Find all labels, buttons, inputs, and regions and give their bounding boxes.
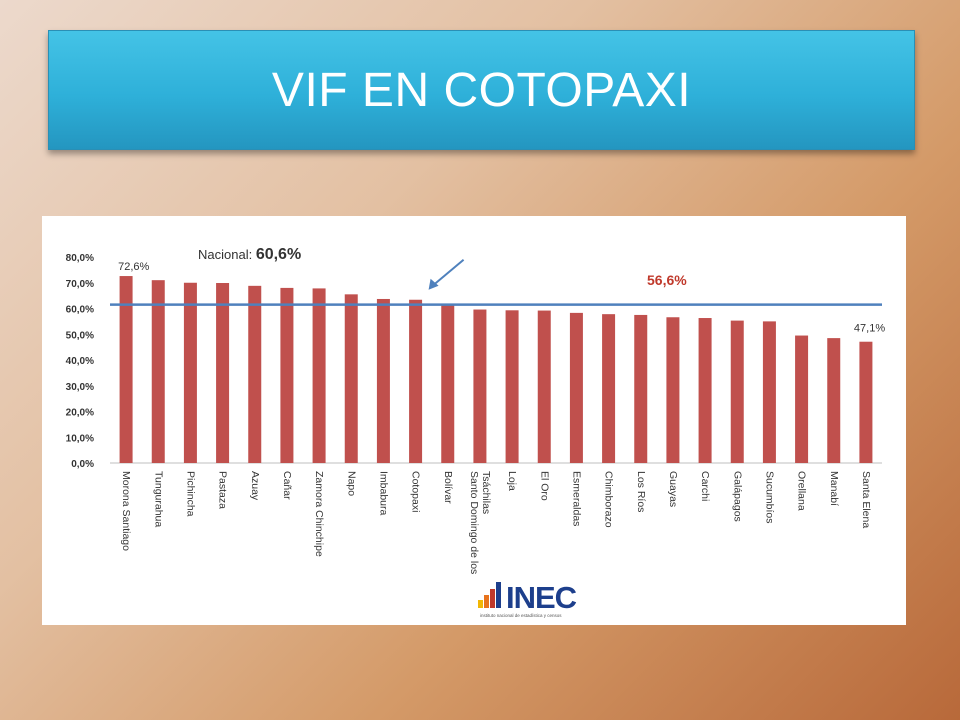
bar <box>698 318 712 463</box>
first-bar-label: 72,6% <box>118 261 149 273</box>
x-tick-label: Pastaza <box>217 471 229 509</box>
x-tick-label: Santo Domingo de los <box>468 471 480 574</box>
bar <box>248 285 262 463</box>
x-tick-label: Manabí <box>828 471 840 506</box>
x-tick-label: Los Ríos <box>635 471 647 512</box>
x-tick-label: Carchi <box>699 471 711 501</box>
y-tick-label: 10,0% <box>66 433 94 444</box>
nacional-annotation: Nacional: 60,6% <box>198 246 301 263</box>
logo-bar <box>478 600 483 608</box>
logo-bar <box>490 589 495 608</box>
bar <box>827 338 841 463</box>
x-tick-label: Loja <box>506 471 518 491</box>
bar <box>216 283 230 463</box>
y-tick-label: 0,0% <box>71 459 94 470</box>
bar-chart: 0,0% 10,0% 20,0% 30,0% 40,0% 50,0% 60,0% 70,0% 8… <box>66 246 886 574</box>
y-tick-label: 40,0% <box>66 356 94 367</box>
highlight-value-label: 56,6% <box>647 272 687 288</box>
x-tick-label: Tsáchilas <box>480 471 492 514</box>
bar <box>151 280 165 463</box>
bar <box>312 288 326 463</box>
y-tick-label: 20,0% <box>66 408 94 419</box>
x-tick-label: Cotopaxi <box>410 471 422 512</box>
x-tick-label: Pichincha <box>184 471 196 517</box>
bar <box>473 309 487 463</box>
nacional-value: 60,6% <box>256 246 301 263</box>
bar <box>119 276 133 463</box>
y-tick-label: 30,0% <box>66 382 94 393</box>
bar <box>666 317 680 463</box>
bar <box>602 314 616 463</box>
bar <box>183 282 197 463</box>
bar <box>537 310 551 463</box>
last-bar-label: 47,1% <box>854 323 885 335</box>
x-tick-label: Chimborazo <box>603 471 615 528</box>
logo-subtitle: instituto nacional de estadística y cens… <box>480 613 562 618</box>
arrow-head-icon <box>428 278 439 290</box>
x-tick-label: Tungurahua <box>152 471 164 527</box>
nacional-label: Nacional: <box>198 247 256 262</box>
bar <box>280 287 294 463</box>
bar <box>859 341 873 463</box>
x-tick-label: El Oro <box>538 471 550 501</box>
bar <box>505 310 519 463</box>
bar <box>376 298 390 463</box>
arrow-shaft <box>431 258 465 287</box>
x-tick-label: Sucumbíos <box>763 471 775 524</box>
x-tick-label: Guayas <box>667 471 679 507</box>
x-tick-label: Orellana <box>796 471 808 511</box>
logo-bar <box>496 582 501 608</box>
bar <box>795 335 809 463</box>
x-tick-label: Galápagos <box>731 471 743 522</box>
y-tick-label: 80,0% <box>66 253 94 264</box>
bar <box>762 321 776 463</box>
x-tick-label: Napo <box>345 471 357 496</box>
y-tick-label: 50,0% <box>66 330 94 341</box>
slide-title: VIF EN COTOPAXI <box>271 63 692 117</box>
x-tick-label: Esmeraldas <box>570 471 582 526</box>
bar <box>634 314 648 463</box>
x-tick-label: Cañar <box>281 471 293 500</box>
x-tick-label: Imbabura <box>377 471 389 516</box>
bar <box>441 305 455 463</box>
logo-text: INEC <box>506 580 577 615</box>
x-tick-label: Zamora Chinchipe <box>313 471 325 557</box>
bar <box>569 312 583 463</box>
logo-bar <box>484 595 489 608</box>
inec-logo: INEC instituto nacional de estadística y… <box>478 578 598 622</box>
bar <box>730 320 744 463</box>
x-tick-label: Bolívar <box>442 471 454 504</box>
chart-panel: 0,0% 10,0% 20,0% 30,0% 40,0% 50,0% 60,0% 70,0% 8… <box>42 216 906 625</box>
x-tick-label: Azuay <box>249 471 261 501</box>
y-tick-label: 60,0% <box>66 305 94 316</box>
x-tick-label: Morona Santiago <box>120 471 132 551</box>
x-tick-label: Santa Elena <box>860 471 872 528</box>
title-banner: VIF EN COTOPAXI <box>48 30 915 150</box>
bar <box>409 299 423 463</box>
bar <box>344 294 358 463</box>
y-tick-label: 70,0% <box>66 279 94 290</box>
logo-bars-icon <box>478 582 504 608</box>
